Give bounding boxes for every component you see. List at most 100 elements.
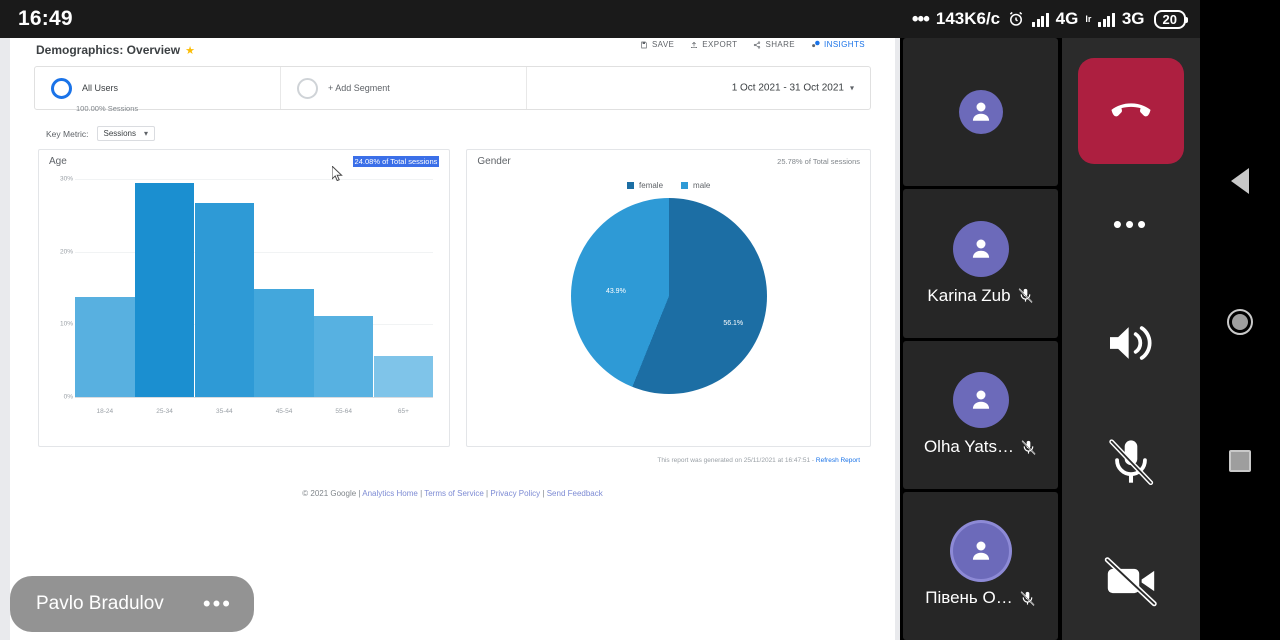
gender-legend: female male (467, 181, 870, 190)
chart-bar[interactable] (373, 356, 434, 397)
refresh-report-link[interactable]: Refresh Report (815, 457, 860, 464)
chart-bar[interactable] (194, 202, 255, 397)
pie-label-female: 56.1% (723, 319, 744, 327)
gridline (75, 179, 434, 180)
chart-x-axis-labels: 18-24 25-34 35-44 45-54 55-64 65+ (75, 408, 433, 415)
bar-slot (254, 179, 314, 397)
key-metric-row: Key Metric: Sessions ▾ (46, 126, 895, 141)
insights-button[interactable]: INSIGHTS (811, 40, 865, 49)
legend-label-male: male (693, 181, 711, 190)
participant-name-text: Olha Yats… (923, 437, 1015, 457)
report-header: Demographics: Overview ★ SAVE EXPORT SHA… (10, 38, 895, 60)
participant-tile[interactable] (903, 38, 1058, 187)
bar-slot (194, 179, 255, 397)
chart-bar[interactable] (254, 289, 314, 397)
segment-add[interactable]: + Add Segment (281, 67, 527, 109)
legend-item-male[interactable]: male (681, 181, 710, 190)
insights-label: INSIGHTS (824, 40, 865, 49)
report-footer: © 2021 Google | Analytics Home | Terms o… (10, 489, 895, 498)
network-type-sim1: 4G (1055, 9, 1079, 28)
segment-all-users[interactable]: All Users (35, 67, 281, 109)
chart-bar[interactable] (313, 315, 374, 397)
add-segment-label: + Add Segment (328, 83, 390, 93)
segment-all-users-label: All Users (82, 82, 119, 93)
share-button[interactable]: SHARE (753, 40, 795, 49)
save-button[interactable]: SAVE (640, 40, 674, 49)
x-axis-tick: 45-54 (275, 408, 293, 415)
participant-tile[interactable]: Півень О… (903, 491, 1058, 640)
bar-slot (373, 179, 434, 397)
more-options-button[interactable]: ••• (1062, 164, 1200, 284)
chart-bars (75, 179, 434, 397)
bar-slot (313, 179, 374, 397)
back-triangle-icon[interactable] (1231, 167, 1249, 194)
share-label: SHARE (765, 40, 796, 49)
footer-link-feedback[interactable]: Send Feedback (546, 489, 603, 498)
charts-row: Age 24.08% of Total sessions 0% 10% 20% 30%… (38, 149, 871, 464)
signal-bars-sim2-icon (1098, 12, 1115, 27)
segment-bar: All Users + Add Segment 1 Oct 2021 - 31 … (34, 66, 871, 110)
network-type-sim2: 3G (1121, 9, 1145, 28)
recents-square-icon[interactable] (1229, 450, 1251, 473)
footer-link-analytics-home[interactable]: Analytics Home (362, 489, 418, 498)
chart-bar[interactable] (134, 182, 195, 397)
chart-gridlines: 0% 10% 20% 30% (60, 176, 434, 401)
participant-tile[interactable]: Karina Zub (903, 189, 1058, 338)
bar-slot (75, 179, 135, 397)
presenter-name-chip[interactable]: Pavlo Bradulov ••• (10, 576, 254, 632)
footer-copyright: © 2021 Google | (302, 489, 361, 498)
participant-name-text: Karina Zub (927, 285, 1011, 305)
legend-item-female[interactable]: female (627, 181, 663, 190)
x-axis-tick: 65+ (397, 408, 409, 415)
gridline (75, 397, 434, 398)
gender-panel: Gender 25.78% of Total sessions female m… (466, 149, 871, 464)
export-button[interactable]: EXPORT (690, 40, 737, 49)
footer-link-terms[interactable]: Terms of Service (424, 489, 484, 498)
save-label: SAVE (651, 40, 675, 49)
legend-swatch-male (681, 182, 689, 189)
end-call-button[interactable] (1078, 58, 1184, 164)
report-generated-text: This report was generated on 25/11/2021 … (657, 457, 815, 464)
network-speed-text: 143K6/c (935, 9, 1001, 28)
participant-tile[interactable]: Olha Yats… (903, 340, 1058, 489)
x-axis-tick: 55-64 (335, 408, 353, 415)
mic-off-icon (1020, 439, 1037, 456)
call-controls-bar: ••• (1062, 38, 1200, 640)
age-percent-of-total[interactable]: 24.08% of Total sessions (352, 156, 440, 167)
chevron-down-icon: ▾ (849, 83, 854, 93)
age-panel-title: Age (49, 156, 67, 167)
participant-name: Karina Zub (927, 286, 1033, 306)
person-avatar-icon (952, 372, 1009, 429)
footer-sep-1: | (420, 489, 423, 498)
x-axis-tick: 35-44 (215, 408, 233, 415)
microphone-button[interactable] (1062, 403, 1200, 522)
star-icon[interactable]: ★ (185, 44, 195, 57)
more-horizontal-icon[interactable]: ••• (202, 591, 232, 616)
pie-graphic[interactable]: 43.9% 56.1% (570, 198, 767, 394)
date-range-picker[interactable]: 1 Oct 2021 - 31 Oct 2021 ▾ (732, 83, 854, 94)
report-toolbar: SAVE EXPORT SHARE INSIGHTS (640, 40, 865, 49)
segment-all-users-sub: 100.00% Sessions (76, 104, 139, 113)
speaker-on-icon (1110, 326, 1152, 361)
hangup-phone-icon (1111, 103, 1151, 117)
key-metric-select[interactable]: Sessions ▾ (96, 126, 155, 141)
export-label: EXPORT (702, 40, 738, 49)
y-axis-tick: 0% (63, 393, 73, 401)
footer-sep-3: | (542, 489, 545, 498)
signal-bars-sim1-icon (1032, 12, 1049, 27)
y-axis-tick: 30% (59, 175, 73, 183)
shared-screen-area[interactable]: Demographics: Overview ★ SAVE EXPORT SHA… (0, 38, 900, 640)
mouse-pointer-icon (331, 164, 343, 186)
home-circle-icon[interactable] (1227, 308, 1253, 335)
speaker-button[interactable] (1062, 284, 1200, 403)
x-axis-tick: 25-34 (156, 408, 173, 415)
battery-indicator: 20 (1153, 9, 1189, 29)
google-analytics-report: Demographics: Overview ★ SAVE EXPORT SHA… (10, 38, 895, 640)
chart-bar[interactable] (75, 297, 135, 397)
gender-pie-chart: 43.9% 56.1% (467, 198, 870, 394)
camera-button[interactable] (1062, 521, 1200, 640)
notification-dots-icon: ••• (911, 8, 930, 30)
participant-name: Olha Yats… (924, 437, 1037, 457)
footer-link-privacy[interactable]: Privacy Policy (490, 489, 541, 498)
y-axis-tick: 10% (59, 320, 73, 328)
